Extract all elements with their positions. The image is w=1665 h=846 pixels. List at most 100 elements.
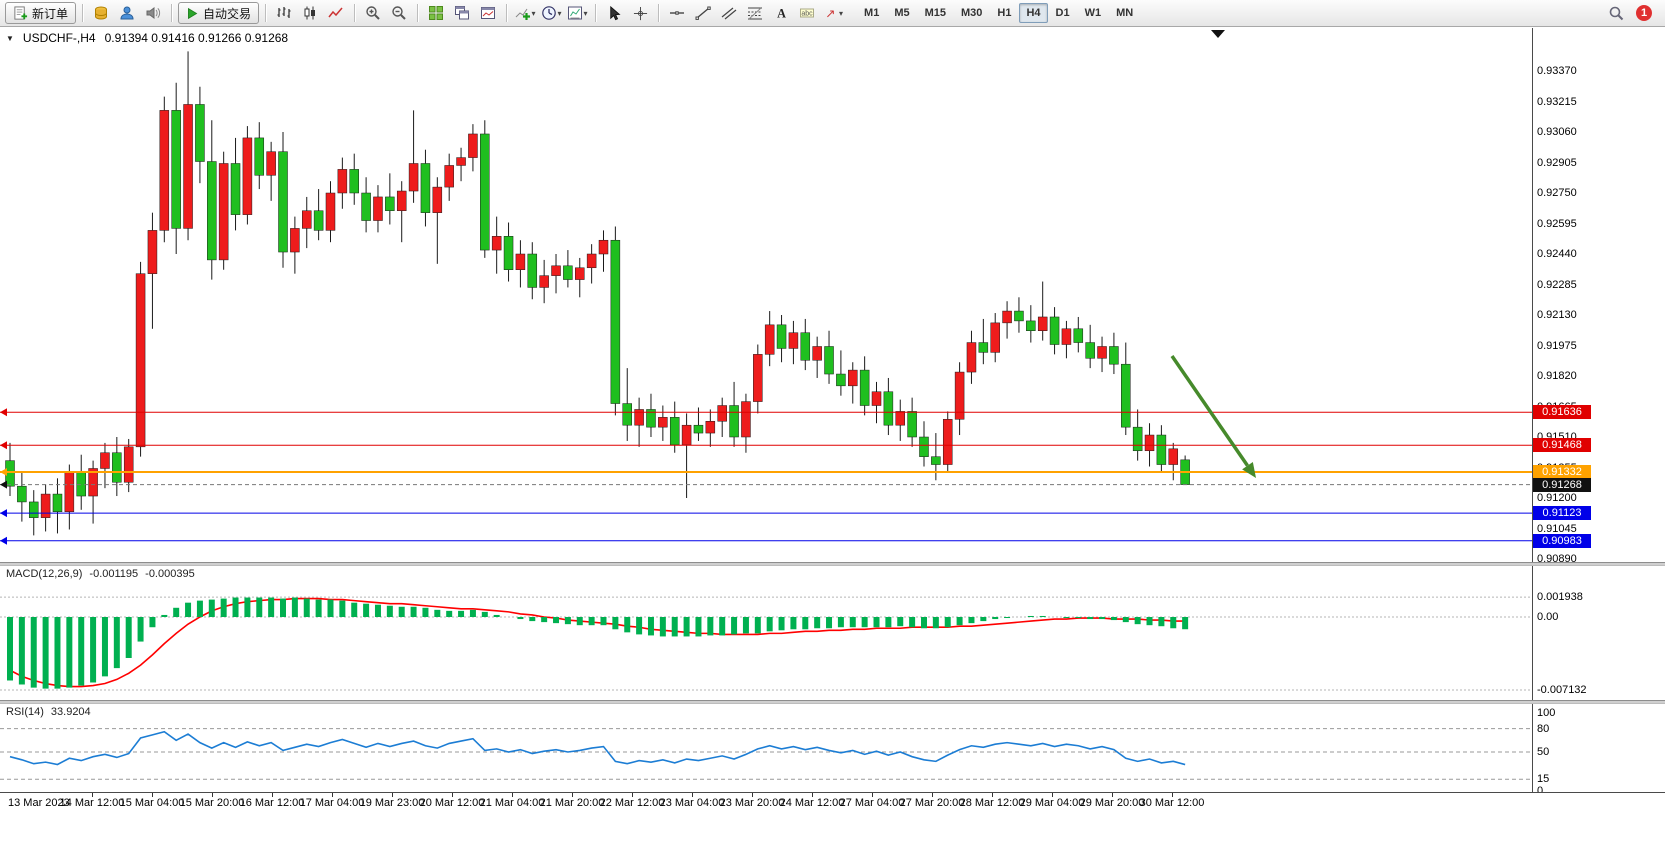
candle	[622, 403, 632, 426]
trendline-icon[interactable]	[691, 2, 715, 24]
panel-divider[interactable]	[0, 562, 1665, 566]
community-icon[interactable]	[115, 2, 139, 24]
text-icon[interactable]: A	[769, 2, 793, 24]
timeframe-m1[interactable]: M1	[864, 7, 880, 19]
candle	[52, 493, 63, 513]
timeframe-h1[interactable]: H1	[997, 7, 1012, 19]
price-axis-label: 0.92130	[1537, 309, 1577, 321]
label-icon[interactable]: abc	[795, 2, 819, 24]
timeframe-m15[interactable]: M15	[924, 7, 946, 19]
candle	[171, 110, 181, 229]
candle	[88, 468, 98, 497]
timeframe-h4[interactable]: H4	[1019, 3, 1048, 23]
candle	[705, 421, 716, 434]
search-icon[interactable]	[1604, 2, 1628, 24]
timeframe-w1[interactable]: W1	[1084, 7, 1102, 19]
crosshair-icon[interactable]	[628, 2, 652, 24]
sound-icon[interactable]	[141, 2, 165, 24]
macd-label: MACD(12,26,9) -0.001195 -0.000395	[6, 568, 195, 580]
bar-chart-icon[interactable]	[272, 2, 296, 24]
timeframe-toolbar: M1 M5 M15 M30 H1 H4 D1 W1 MN	[857, 3, 1140, 23]
candlestick-chart-icon[interactable]	[298, 2, 322, 24]
time-axis-label: 15 Mar 20:00	[179, 797, 245, 809]
templates-icon[interactable]: ▾	[565, 2, 589, 24]
time-tick	[332, 793, 333, 797]
indicators-icon[interactable]: ▾	[513, 2, 537, 24]
time-axis-label: 29 Mar 04:00	[1019, 797, 1085, 809]
candle	[859, 369, 870, 406]
arrow-shapes-icon[interactable]: ↗ ▾	[821, 2, 845, 24]
time-axis-label: 22 Mar 12:00	[599, 797, 665, 809]
toolbar-separator	[417, 4, 419, 22]
time-tick	[452, 793, 453, 797]
zoom-in-icon[interactable]	[361, 2, 385, 24]
line-chart-icon[interactable]	[324, 2, 348, 24]
candle	[444, 165, 454, 188]
market-watch-icon[interactable]	[89, 2, 113, 24]
candle	[278, 151, 288, 253]
candle	[396, 190, 407, 211]
candle	[515, 253, 526, 270]
price-axis-label: 0.93370	[1537, 65, 1577, 77]
price-axis-label: 0.91975	[1537, 339, 1577, 352]
candle	[990, 322, 1000, 353]
candle	[634, 409, 644, 426]
cascade-windows-icon[interactable]	[450, 2, 474, 24]
rsi-label: RSI(14) 33.9204	[6, 706, 91, 718]
channel-icon[interactable]	[717, 2, 741, 24]
zoom-out-icon[interactable]	[387, 2, 411, 24]
time-tick	[572, 793, 573, 797]
price-axis-label: 0.92595	[1537, 217, 1577, 230]
candle	[313, 210, 324, 231]
chart-collapse-arrow[interactable]: ▼	[6, 33, 14, 43]
new-order-button[interactable]: 新订单	[5, 2, 77, 24]
candle	[147, 230, 158, 274]
candle	[135, 273, 146, 448]
horizontal-line-icon[interactable]	[665, 2, 689, 24]
candle	[610, 239, 621, 404]
timeframe-d1[interactable]: D1	[1055, 7, 1070, 19]
timeframe-mn[interactable]: MN	[1116, 7, 1134, 19]
chart-shift-marker	[1211, 30, 1225, 38]
candle	[919, 436, 929, 457]
timeframe-m5[interactable]: M5	[894, 7, 910, 19]
price-axis-label: 0.93060	[1537, 126, 1577, 138]
candle	[230, 163, 241, 215]
rsi-value: 33.9204	[50, 706, 91, 718]
tile-windows-icon[interactable]	[424, 2, 448, 24]
fibonacci-icon[interactable]	[743, 2, 767, 24]
price-line-badge: 0.91468	[1533, 438, 1591, 453]
time-tick	[512, 793, 513, 797]
panel-divider[interactable]	[0, 700, 1665, 704]
timeframe-m30[interactable]: M30	[961, 7, 983, 19]
candle	[563, 265, 573, 280]
periods-icon[interactable]: ▾	[539, 2, 563, 24]
new-chart-icon[interactable]	[476, 2, 500, 24]
time-tick	[992, 793, 993, 797]
time-axis-label: 13 Mar 2023	[8, 797, 70, 809]
candle	[598, 239, 609, 255]
time-axis-label: 23 Mar 20:00	[719, 797, 785, 809]
candle	[503, 236, 514, 270]
time-axis-label: 21 Mar 04:00	[479, 797, 545, 809]
cursor-icon[interactable]	[602, 2, 626, 24]
price-line-badge: 0.90983	[1533, 533, 1591, 548]
candle	[1049, 316, 1060, 345]
trend-arrow-annotation	[1170, 355, 1256, 478]
candle	[539, 275, 549, 288]
time-tick	[932, 793, 933, 797]
time-axis[interactable]: 13 Mar 2023 14 Mar 12:00 15 Mar 04:00 15 Ma…	[0, 792, 1665, 846]
svg-text:abc: abc	[801, 11, 813, 18]
notification-badge[interactable]: 1	[1636, 5, 1652, 21]
candle	[836, 373, 846, 387]
autotrade-button[interactable]: 自动交易	[178, 2, 260, 24]
candle	[800, 332, 811, 361]
candle	[931, 456, 941, 465]
candle	[681, 424, 692, 446]
candle	[895, 411, 905, 426]
line-left-marker	[0, 480, 7, 489]
candle	[1073, 328, 1084, 343]
symbol-period-label: USDCHF-,H4	[22, 31, 96, 45]
